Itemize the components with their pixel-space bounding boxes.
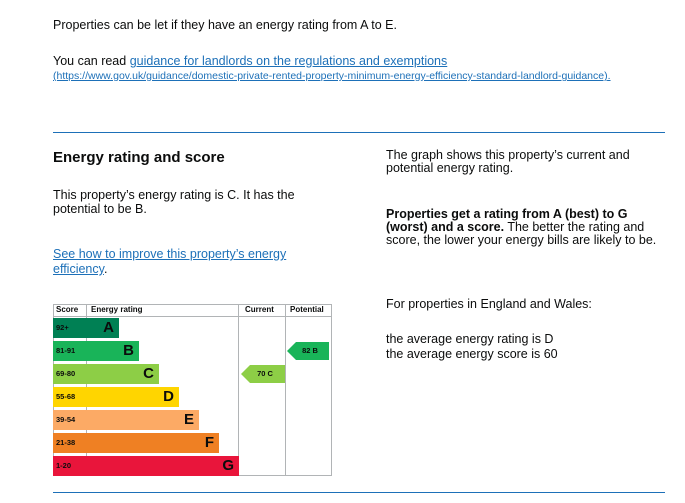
average-rating: the average energy rating is D bbox=[386, 332, 554, 346]
potential-arrow-shape bbox=[287, 342, 329, 360]
current-rating-arrow: 70 C bbox=[241, 365, 285, 383]
graph-description: The graph shows this property’s current … bbox=[386, 148, 630, 175]
section-divider-top bbox=[53, 132, 665, 133]
region-text: For properties in England and Wales: bbox=[386, 297, 592, 311]
band-bar-f: F bbox=[86, 433, 219, 453]
potential-rating-label: 82 B bbox=[302, 346, 318, 355]
band-score-f: 21-38 bbox=[53, 433, 86, 453]
rating-explanation-rest: The better the rating and score, the low… bbox=[386, 220, 657, 247]
band-score-e: 39-54 bbox=[53, 410, 86, 430]
improve-suffix: . bbox=[103, 262, 108, 276]
band-score-a: 92+ bbox=[53, 318, 86, 338]
band-bar-e: E bbox=[86, 410, 199, 430]
header-score: Score bbox=[56, 305, 79, 314]
chart-header-rule bbox=[53, 316, 332, 317]
band-letter-a: A bbox=[103, 319, 114, 336]
band-score-d: 55-68 bbox=[53, 387, 86, 407]
band-score-g: 1-20 bbox=[53, 456, 86, 476]
guidance-link[interactable]: guidance for landlords on the regulation… bbox=[129, 54, 448, 68]
band-score-c: 69-80 bbox=[53, 364, 86, 384]
chart-border-top bbox=[53, 304, 332, 305]
energy-summary: This property’s energy rating is C. It h… bbox=[53, 188, 295, 216]
band-letter-f: F bbox=[204, 434, 214, 451]
average-score: the average energy score is 60 bbox=[386, 347, 558, 361]
band-letter-c: C bbox=[143, 365, 154, 382]
band-bar-a: A bbox=[86, 318, 119, 338]
chart-divider-potential bbox=[285, 304, 286, 476]
rating-explanation-bold: Properties get a rating from A (best) to… bbox=[386, 207, 628, 234]
band-letter-e: E bbox=[183, 411, 194, 428]
intro-text: Properties can be let if they have an en… bbox=[53, 18, 397, 32]
header-potential: Potential bbox=[290, 305, 324, 314]
guidance-suffix: . bbox=[607, 70, 611, 82]
energy-rating-chart: Score Energy rating Current Potential 92… bbox=[53, 304, 332, 476]
chart-divider-current bbox=[238, 304, 239, 476]
guidance-prefix: You can read bbox=[53, 54, 130, 68]
guidance-paragraph: You can read guidance for landlords on t… bbox=[53, 54, 663, 68]
band-bar-g: G bbox=[86, 456, 239, 476]
band-score-b: 81-91 bbox=[53, 341, 86, 361]
band-bar-c: C bbox=[86, 364, 159, 384]
improve-link[interactable]: See how to improve this property’s energ… bbox=[53, 247, 287, 276]
band-bar-d: D bbox=[86, 387, 179, 407]
band-letter-g: G bbox=[222, 457, 234, 474]
guidance-url-paragraph: (https://www.gov.uk/guidance/domestic-pr… bbox=[53, 70, 658, 82]
potential-rating-arrow: 82 B bbox=[287, 342, 329, 360]
rating-explanation: Properties get a rating from A (best) to… bbox=[386, 208, 661, 247]
guidance-url-link[interactable]: (https://www.gov.uk/guidance/domestic-pr… bbox=[53, 70, 608, 82]
band-bar-b: B bbox=[86, 341, 139, 361]
section-divider-bottom bbox=[53, 492, 665, 493]
current-arrow-shape bbox=[241, 365, 285, 383]
improve-paragraph: See how to improve this property’s energ… bbox=[53, 247, 323, 277]
current-rating-label: 70 C bbox=[257, 369, 273, 378]
header-current: Current bbox=[245, 305, 274, 314]
chart-border-right bbox=[331, 304, 332, 476]
energy-heading: Energy rating and score bbox=[53, 149, 225, 166]
header-energy-rating: Energy rating bbox=[91, 305, 143, 314]
band-letter-b: B bbox=[123, 342, 134, 359]
band-letter-d: D bbox=[163, 388, 174, 405]
